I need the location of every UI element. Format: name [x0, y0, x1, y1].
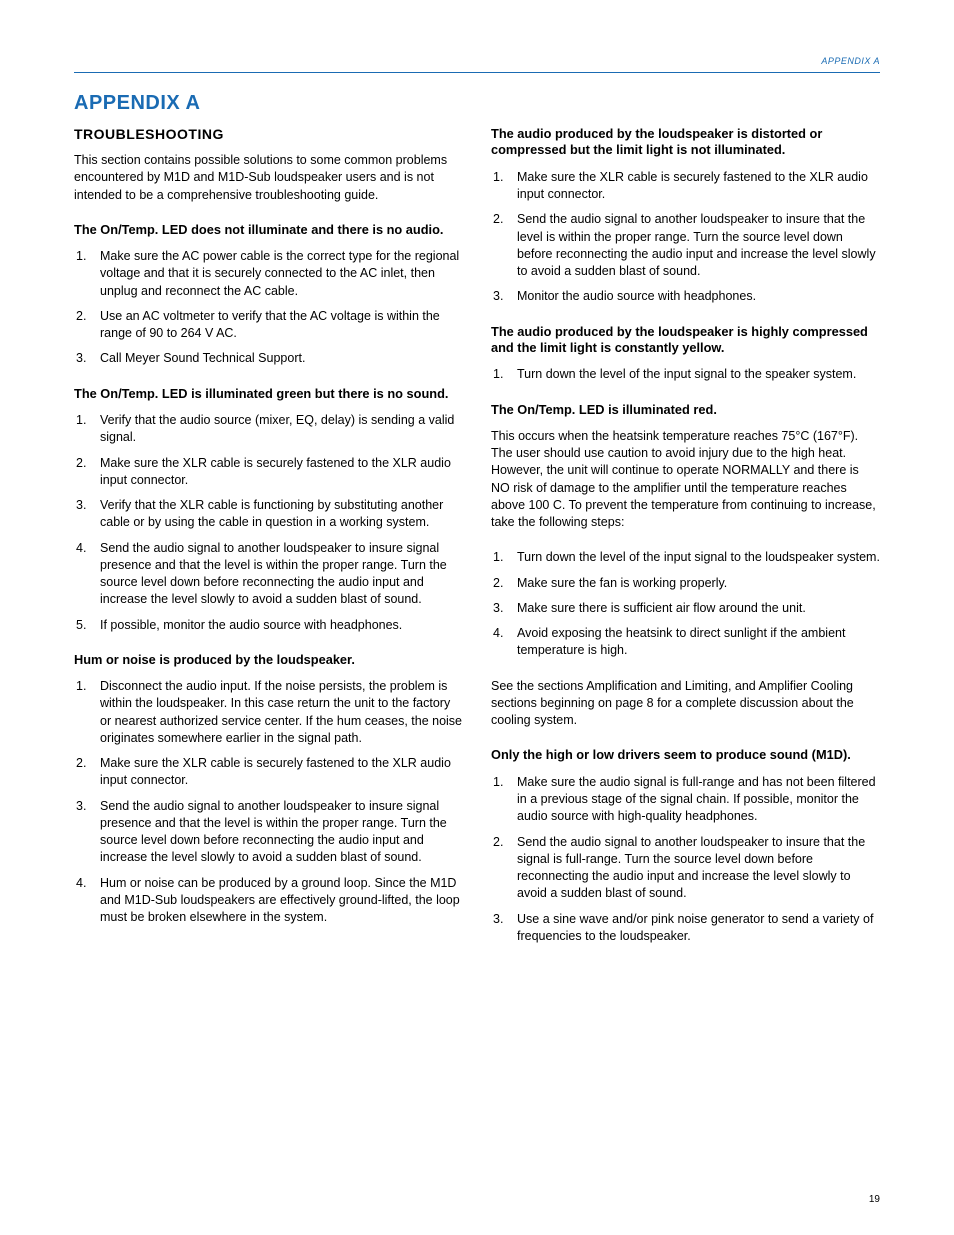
list-item: Verify that the XLR cable is functioning…: [74, 497, 463, 532]
list-item: Turn down the level of the input signal …: [491, 366, 880, 383]
section-heading-troubleshooting: TROUBLESHOOTING: [74, 126, 463, 142]
list-green-no-sound: Verify that the audio source (mixer, EQ,…: [74, 412, 463, 634]
list-item: Use a sine wave and/or pink noise genera…: [491, 911, 880, 946]
header-rule: [74, 72, 880, 73]
list-item: Send the audio signal to another loudspe…: [491, 211, 880, 280]
list-item: Send the audio signal to another loudspe…: [74, 798, 463, 867]
list-item: If possible, monitor the audio source wi…: [74, 617, 463, 634]
page-title: APPENDIX A: [74, 92, 201, 115]
page-number: 19: [869, 1194, 880, 1205]
list-hum-noise: Disconnect the audio input. If the noise…: [74, 678, 463, 926]
subheading-hum-noise: Hum or noise is produced by the loudspea…: [74, 652, 463, 668]
subheading-distorted-no-limit: The audio produced by the loudspeaker is…: [491, 126, 880, 159]
list-item: Send the audio signal to another loudspe…: [74, 540, 463, 609]
list-item: Use an AC voltmeter to verify that the A…: [74, 308, 463, 343]
subheading-compressed-yellow: The audio produced by the loudspeaker is…: [491, 324, 880, 357]
list-compressed-yellow: Turn down the level of the input signal …: [491, 366, 880, 383]
list-item: Make sure the fan is working properly.: [491, 575, 880, 592]
intro-paragraph: This section contains possible solutions…: [74, 152, 463, 204]
list-item: Make sure the XLR cable is securely fast…: [491, 169, 880, 204]
list-item: Verify that the audio source (mixer, EQ,…: [74, 412, 463, 447]
list-item: Make sure the XLR cable is securely fast…: [74, 455, 463, 490]
list-no-led-no-audio: Make sure the AC power cable is the corr…: [74, 248, 463, 368]
left-column: TROUBLESHOOTING This section contains po…: [74, 126, 463, 963]
list-item: Call Meyer Sound Technical Support.: [74, 350, 463, 367]
content-columns: TROUBLESHOOTING This section contains po…: [74, 126, 880, 963]
list-distorted-no-limit: Make sure the XLR cable is securely fast…: [491, 169, 880, 306]
list-item: Monitor the audio source with headphones…: [491, 288, 880, 305]
list-item: Make sure there is sufficient air flow a…: [491, 600, 880, 617]
subheading-no-led-no-audio: The On/Temp. LED does not illuminate and…: [74, 222, 463, 238]
led-red-outro: See the sections Amplification and Limit…: [491, 678, 880, 730]
running-header: APPENDIX A: [821, 56, 880, 66]
list-item: Make sure the audio signal is full-range…: [491, 774, 880, 826]
right-column: The audio produced by the loudspeaker is…: [491, 126, 880, 963]
list-item: Hum or noise can be produced by a ground…: [74, 875, 463, 927]
subheading-green-no-sound: The On/Temp. LED is illuminated green bu…: [74, 386, 463, 402]
list-item: Turn down the level of the input signal …: [491, 549, 880, 566]
list-item: Send the audio signal to another loudspe…: [491, 834, 880, 903]
list-item: Make sure the XLR cable is securely fast…: [74, 755, 463, 790]
led-red-intro: This occurs when the heatsink temperatur…: [491, 428, 880, 532]
subheading-high-low-drivers: Only the high or low drivers seem to pro…: [491, 747, 880, 763]
list-item: Avoid exposing the heatsink to direct su…: [491, 625, 880, 660]
list-item: Disconnect the audio input. If the noise…: [74, 678, 463, 747]
subheading-led-red: The On/Temp. LED is illuminated red.: [491, 402, 880, 418]
list-led-red: Turn down the level of the input signal …: [491, 549, 880, 659]
list-item: Make sure the AC power cable is the corr…: [74, 248, 463, 300]
list-high-low-drivers: Make sure the audio signal is full-range…: [491, 774, 880, 945]
